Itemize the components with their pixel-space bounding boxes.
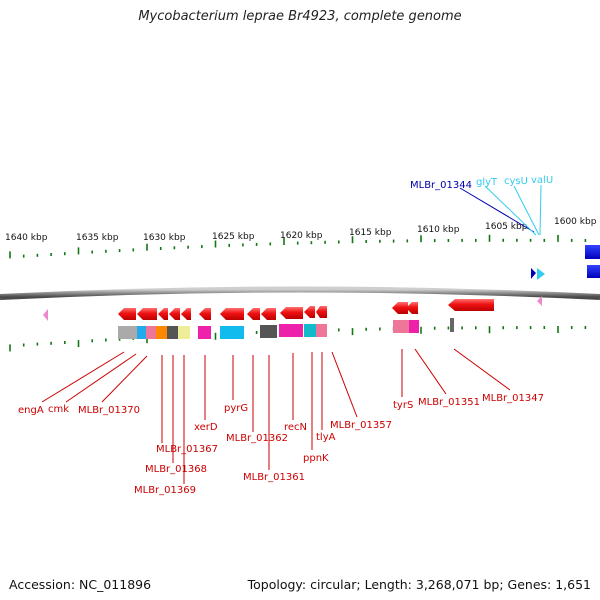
ruler-ticks-upper bbox=[9, 234, 587, 259]
gene-block-blue-lower bbox=[587, 265, 600, 278]
gene-block-blue-upper bbox=[585, 245, 600, 259]
gene-label-tlya: tlyA bbox=[316, 432, 336, 443]
gene-label-valu: valU bbox=[531, 175, 553, 186]
gene-arrow bbox=[169, 308, 180, 320]
pink-marker-left bbox=[43, 309, 48, 321]
rna-callout-lines bbox=[459, 184, 542, 236]
functional-category-blocks bbox=[118, 318, 454, 339]
gene-label-mlbr-01362: MLBr_01362 bbox=[226, 433, 288, 444]
gene-label-mlbr-01361: MLBr_01361 bbox=[243, 472, 305, 483]
gene-label-cmk: cmk bbox=[48, 404, 69, 415]
genome-backbone-arc bbox=[0, 286, 600, 300]
gene-label-mlbr-01351: MLBr_01351 bbox=[418, 397, 480, 408]
gene-arrow bbox=[199, 308, 211, 320]
ruler-label: 1635 kbp bbox=[76, 233, 119, 243]
topology-text: Topology: circular; Length: 3,268,071 bp… bbox=[247, 577, 591, 592]
gene-arrow bbox=[247, 308, 260, 320]
gene-label-mlbr-01370: MLBr_01370 bbox=[78, 405, 140, 416]
ruler-labels: 1640 kbp 1635 kbp 1630 kbp 1625 kbp 1620… bbox=[5, 217, 597, 243]
ruler-label: 1640 kbp bbox=[5, 233, 48, 243]
gene-arrow bbox=[261, 308, 276, 320]
gene-label-mlbr-01369: MLBr_01369 bbox=[134, 485, 196, 496]
gene-arrow bbox=[118, 308, 136, 320]
gene-callout-lines bbox=[41, 348, 511, 484]
gene-label-glyt: glyT bbox=[476, 177, 498, 188]
gene-label-tyrs: tyrS bbox=[393, 400, 413, 411]
gene-arrow bbox=[406, 302, 418, 314]
pink-marker-right bbox=[537, 296, 542, 306]
gene-arrow bbox=[316, 306, 327, 318]
gene-arrow bbox=[137, 308, 157, 320]
gene-label-enga: engA bbox=[18, 405, 44, 416]
ruler-label: 1605 kbp bbox=[485, 222, 528, 232]
gene-label-mlbr-01347: MLBr_01347 bbox=[482, 393, 544, 404]
gene-arrow-navy bbox=[531, 268, 536, 279]
gene-arrow bbox=[181, 308, 191, 320]
ruler-label: 1615 kbp bbox=[349, 228, 392, 238]
gene-label-mlbr-01344: MLBr_01344 bbox=[410, 180, 472, 191]
gene-arrow bbox=[280, 307, 303, 319]
reverse-strand-genes bbox=[118, 299, 494, 320]
rna-callout-labels: MLBr_01344 glyT cysU valU bbox=[410, 175, 553, 191]
gene-label-cysu: cysU bbox=[504, 176, 528, 187]
gene-label-xerd: xerD bbox=[194, 422, 218, 433]
ruler-label: 1620 kbp bbox=[280, 231, 323, 241]
gene-label-recn: recN bbox=[284, 422, 307, 433]
accession-text: Accession: NC_011896 bbox=[9, 577, 152, 592]
gene-label-pyrg: pyrG bbox=[224, 403, 248, 414]
ruler-label: 1610 kbp bbox=[417, 225, 460, 235]
gene-label-mlbr-01357: MLBr_01357 bbox=[330, 420, 392, 431]
ruler-label: 1630 kbp bbox=[143, 233, 186, 243]
forward-strand-features bbox=[531, 245, 600, 280]
ruler-label: 1625 kbp bbox=[212, 232, 255, 242]
gene-arrow bbox=[220, 308, 244, 320]
gene-arrow bbox=[158, 308, 168, 320]
gene-label-ppnk: ppnK bbox=[303, 453, 329, 464]
gene-label-mlbr-01367: MLBr_01367 bbox=[156, 444, 218, 455]
gene-label-mlbr-01368: MLBr_01368 bbox=[145, 464, 207, 475]
gene-labels: engA cmk MLBr_01370 MLBr_01367 MLBr_0136… bbox=[18, 393, 544, 496]
gene-arrow bbox=[448, 299, 494, 311]
rna-arrow-cyan bbox=[537, 268, 545, 280]
page-title: Mycobacterium leprae Br4923, complete ge… bbox=[138, 9, 462, 24]
gene-arrow bbox=[304, 306, 315, 318]
ruler-label: 1600 kbp bbox=[554, 217, 597, 227]
gene-arrow bbox=[392, 302, 408, 314]
